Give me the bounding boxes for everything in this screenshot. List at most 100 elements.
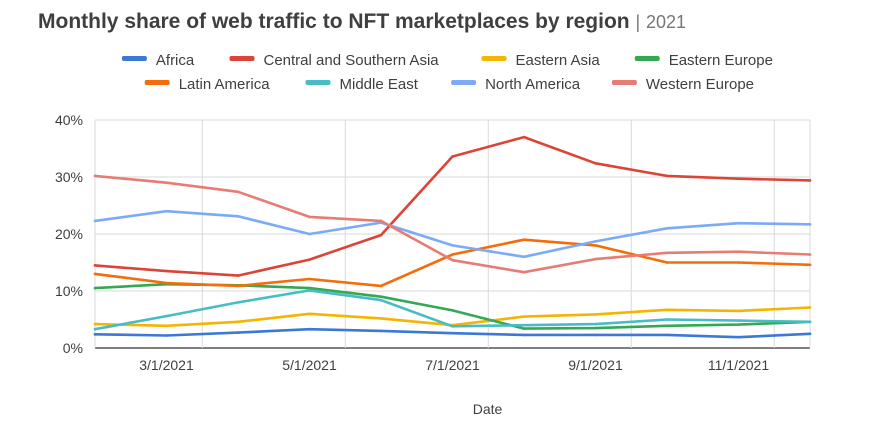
data-point-eastern-asia-3 — [308, 312, 311, 316]
data-point-western-europe-6 — [522, 270, 526, 274]
legend-label-middle-east: Middle East — [340, 76, 419, 93]
data-point-central-and-southern-asia-0 — [93, 264, 97, 267]
data-point-western-europe-7 — [594, 257, 597, 261]
y-tick-label-20: 20% — [55, 226, 83, 242]
data-point-middle-east-0 — [93, 327, 97, 331]
legend-swatch-eastern-europe — [634, 56, 660, 61]
data-point-western-europe-5 — [451, 258, 454, 262]
data-point-central-and-southern-asia-3 — [308, 258, 311, 261]
data-point-north-america-2 — [236, 215, 240, 218]
x-tick-label-3-1-2021: 3/1/2021 — [139, 357, 194, 373]
data-point-north-america-7 — [594, 240, 597, 243]
data-point-latin-america-7 — [594, 244, 597, 247]
y-tick-label-40: 40% — [55, 112, 83, 128]
data-point-eastern-asia-1 — [165, 324, 168, 328]
legend-label-north-america: North America — [485, 76, 581, 93]
data-point-north-america-3 — [308, 232, 311, 236]
data-point-north-america-1 — [165, 209, 168, 213]
x-tick-label-11-1-2021: 11/1/2021 — [708, 357, 769, 373]
data-point-eastern-europe-8 — [665, 324, 669, 328]
data-point-latin-america-8 — [665, 261, 669, 264]
chart-title: Monthly share of web traffic to NFT mark… — [38, 10, 686, 34]
legend-swatch-middle-east — [305, 80, 331, 85]
data-point-central-and-southern-asia-5 — [451, 155, 454, 158]
data-point-latin-america-6 — [522, 238, 526, 241]
data-point-eastern-asia-4 — [379, 317, 383, 320]
data-point-latin-america-2 — [236, 284, 240, 288]
data-point-africa-3 — [308, 327, 311, 331]
legend-swatch-africa — [121, 56, 147, 61]
data-point-middle-east-5 — [451, 325, 454, 328]
data-point-eastern-asia-10 — [808, 306, 812, 309]
data-point-africa-1 — [165, 334, 168, 337]
data-point-eastern-asia-7 — [594, 313, 597, 316]
data-point-middle-east-1 — [165, 314, 168, 318]
data-point-middle-east-6 — [522, 323, 526, 327]
chart-title-main: Monthly share of web traffic to NFT mark… — [38, 10, 630, 33]
data-point-latin-america-4 — [379, 284, 383, 288]
data-point-central-and-southern-asia-6 — [522, 135, 526, 139]
data-point-north-america-6 — [522, 255, 526, 259]
data-point-latin-america-0 — [93, 272, 97, 276]
data-point-eastern-europe-6 — [522, 327, 526, 330]
legend-label-eastern-asia: Eastern Asia — [516, 52, 601, 69]
data-point-central-and-southern-asia-7 — [594, 162, 597, 165]
data-point-africa-6 — [522, 333, 526, 337]
data-point-middle-east-2 — [236, 301, 240, 304]
data-point-north-america-10 — [808, 223, 812, 226]
data-point-central-and-southern-asia-10 — [808, 179, 812, 182]
data-point-north-america-5 — [451, 244, 454, 247]
data-point-eastern-europe-9 — [737, 323, 740, 326]
data-point-north-america-9 — [737, 221, 740, 225]
data-point-africa-2 — [236, 331, 240, 334]
data-point-western-europe-0 — [93, 174, 97, 178]
data-point-eastern-europe-3 — [308, 286, 311, 290]
data-point-central-and-southern-asia-4 — [379, 233, 383, 237]
data-point-eastern-asia-8 — [665, 308, 669, 312]
data-point-latin-america-9 — [737, 261, 740, 264]
data-point-eastern-asia-2 — [236, 320, 240, 324]
chart-subtitle: 2021 — [645, 12, 687, 32]
legend-swatch-latin-america — [144, 80, 170, 85]
data-point-middle-east-7 — [594, 322, 597, 326]
data-point-middle-east-4 — [379, 298, 383, 302]
data-point-eastern-europe-5 — [451, 309, 454, 312]
data-point-north-america-8 — [665, 227, 669, 230]
data-point-middle-east-10 — [808, 320, 812, 324]
data-point-middle-east-3 — [308, 289, 311, 292]
y-tick-label-30: 30% — [55, 169, 83, 185]
chart-title-separator: | — [635, 12, 641, 32]
data-point-eastern-asia-6 — [522, 315, 526, 318]
legend-swatch-western-europe — [611, 80, 637, 85]
legend-label-central-and-southern-asia: Central and Southern Asia — [264, 52, 440, 69]
data-point-central-and-southern-asia-2 — [236, 274, 240, 277]
legend-label-latin-america: Latin America — [179, 76, 271, 93]
legend-label-eastern-europe: Eastern Europe — [669, 52, 773, 69]
data-point-latin-america-10 — [808, 263, 812, 267]
data-point-africa-0 — [93, 333, 97, 336]
data-point-eastern-europe-7 — [594, 326, 597, 330]
x-axis-title: Date — [473, 401, 503, 417]
data-point-western-europe-1 — [165, 181, 168, 184]
data-point-western-europe-4 — [379, 219, 383, 223]
data-point-africa-7 — [594, 333, 597, 337]
data-point-central-and-southern-asia-8 — [665, 174, 669, 178]
data-point-africa-8 — [665, 333, 669, 337]
legend-swatch-central-and-southern-asia — [229, 56, 255, 61]
data-point-north-america-0 — [93, 219, 97, 223]
y-tick-label-10: 10% — [55, 283, 83, 299]
data-point-africa-4 — [379, 329, 383, 333]
data-point-western-europe-8 — [665, 251, 669, 255]
data-point-eastern-asia-9 — [737, 309, 740, 313]
data-point-africa-10 — [808, 332, 812, 336]
data-point-western-europe-9 — [737, 250, 740, 253]
data-point-middle-east-8 — [665, 318, 669, 321]
legend-swatch-north-america — [451, 80, 477, 85]
data-point-eastern-asia-0 — [93, 322, 97, 326]
data-point-central-and-southern-asia-1 — [165, 269, 168, 273]
data-point-latin-america-3 — [308, 277, 311, 281]
data-point-africa-5 — [451, 331, 454, 335]
data-point-middle-east-9 — [737, 319, 740, 322]
